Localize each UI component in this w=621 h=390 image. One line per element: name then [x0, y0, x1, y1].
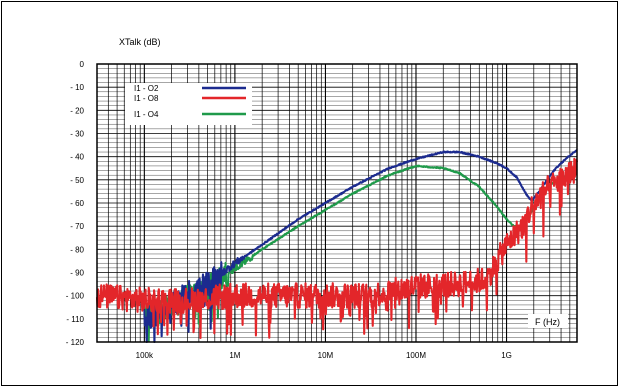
- plot-border: [96, 63, 578, 343]
- y-tick-label: - 80: [70, 245, 84, 254]
- y-tick-label: - 50: [70, 176, 84, 185]
- x-axis-label-backdrop: [528, 314, 568, 328]
- y-tick-label: - 10: [70, 83, 84, 92]
- y-tick-label: - 60: [70, 199, 84, 208]
- x-tick-label: 100M: [406, 351, 426, 360]
- y-tick-label: - 110: [66, 315, 84, 324]
- x-tick-labels: 100k 1M 10M 100M 1G: [136, 351, 512, 360]
- x-tick-label: 100k: [136, 351, 154, 360]
- x-tick-label: 10M: [318, 351, 334, 360]
- y-tick-label: 0: [80, 60, 85, 69]
- y-tick-label: - 30: [70, 130, 84, 139]
- chart-background: [2, 2, 617, 385]
- series-layer: [95, 149, 579, 344]
- x-tick-label: 1M: [229, 351, 240, 360]
- y-tick-label: - 70: [70, 222, 84, 231]
- y-tick-label: - 100: [66, 292, 85, 301]
- legend-label: I1 - O2: [134, 84, 159, 93]
- y-tick-labels: 0 - 10 - 20 - 30 - 40 - 50 - 60 - 70 - 80 - 90 - 1…: [66, 60, 85, 347]
- series-line-2: [95, 157, 579, 340]
- y-tick-label: - 20: [70, 106, 84, 115]
- y-axis-label: XTalk (dB): [119, 37, 161, 47]
- crosstalk-chart: 0 - 10 - 20 - 30 - 40 - 50 - 60 - 70 - 80 - 90 - 1…: [2, 2, 617, 385]
- y-tick-label: - 120: [66, 338, 85, 347]
- x-axis-label: F (Hz): [535, 317, 560, 327]
- y-tick-label: - 90: [70, 269, 84, 278]
- x-tick-label: 1G: [501, 351, 512, 360]
- legend-box: [125, 83, 252, 125]
- legend-label: I1 - O4: [134, 110, 159, 119]
- y-tick-label: - 40: [70, 153, 84, 162]
- legend-label: I1 - O8: [134, 94, 159, 103]
